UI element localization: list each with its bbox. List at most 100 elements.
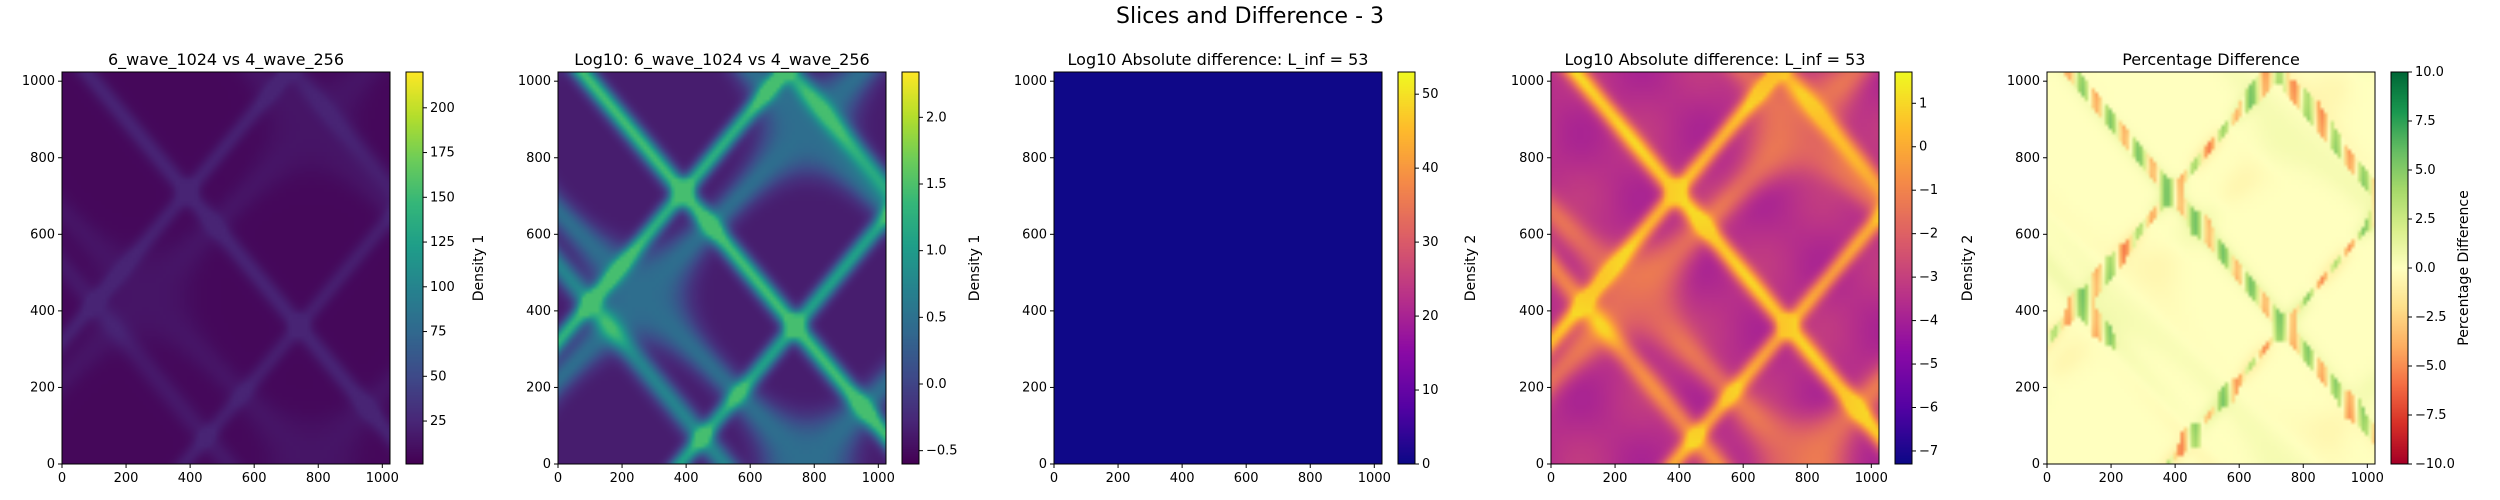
x-tick-label: 600 [738,471,763,486]
x-tick-label: 1000 [2351,471,2384,486]
x-tick-label: 200 [610,471,635,486]
y-tick-label: 200 [1022,380,1047,395]
colorbar-tick-label: 0.0 [926,377,947,392]
y-tick-label: 0 [1039,457,1047,472]
colorbar-tick-label: −2 [1919,227,1938,242]
colorbar-tick-label: 5.0 [2415,163,2436,178]
colorbar-tick-label: 1.5 [926,177,947,192]
x-tick-label: 800 [1795,471,1820,486]
colorbar-label: Density 1 [967,235,983,302]
panel-title: 6_wave_1024 vs 4_wave_256 [108,50,344,70]
y-tick-label: 1000 [518,74,551,89]
colorbar-gradient [2391,72,2408,464]
x-tick-label: 800 [802,471,827,486]
colorbar-tick-label: 50 [430,369,447,384]
colorbar-tick-label: 10.0 [2415,65,2444,80]
heatmap-image [558,72,886,464]
colorbar-tick-label: 25 [430,414,447,429]
y-tick-label: 600 [1519,227,1544,242]
x-tick-label: 0 [1050,471,1058,486]
colorbar-tick-label: −3 [1919,270,1938,285]
colorbar-frame [405,71,424,465]
x-tick-label: 1000 [1358,471,1391,486]
y-tick-label: 1000 [22,74,55,89]
x-tick-label: 600 [242,471,267,486]
chart-panel-5: 0 200 400 600 800 1000 0 200 400 600 800 1000 Percen… [2007,50,2472,486]
y-tick-label: 0 [543,457,551,472]
colorbar-tick-label: −10.0 [2415,457,2455,472]
y-tick-label: 400 [30,304,55,319]
chart-panel-4: 0 200 400 600 800 1000 0 200 400 600 800 1000 Log10 … [1511,50,1976,486]
chart-panel-2: 0 200 400 600 800 1000 0 200 400 600 800 1000 Log10:… [518,50,983,486]
y-tick-label: 200 [526,380,551,395]
x-tick-label: 800 [306,471,331,486]
colorbar-label: Percentage Difference [2456,190,2472,345]
colorbar-tick-label: 2.5 [2415,212,2436,227]
chart-panel-1: 0 200 400 600 800 1000 0 200 400 600 800 1000 6_wave… [22,50,487,486]
x-tick-label: 800 [1298,471,1323,486]
colorbar-tick-label: 2.0 [926,110,947,125]
y-tick-label: 600 [1022,227,1047,242]
heatmap-image [2047,72,2375,464]
colorbar-label: Density 2 [1463,235,1479,302]
colorbar-tick-label: 0 [1422,457,1430,472]
colorbar-tick-label: 0.0 [2415,261,2436,276]
panel-title: Log10 Absolute difference: L_inf = 53 [1565,50,1866,70]
colorbar-tick-label: −5 [1919,357,1938,372]
y-tick-label: 400 [1022,304,1047,319]
colorbar-tick-label: 50 [1422,87,1439,102]
axes-frame [2046,71,2376,465]
y-tick-label: 0 [1536,457,1544,472]
x-tick-label: 600 [1731,471,1756,486]
y-tick-label: 1000 [2007,74,2040,89]
y-tick-label: 400 [526,304,551,319]
y-tick-label: 600 [30,227,55,242]
y-tick-label: 1000 [1014,74,1047,89]
panel-title: Percentage Difference [2122,50,2300,69]
x-tick-label: 800 [2291,471,2316,486]
axes-frame [557,71,887,465]
axes-frame [1550,71,1880,465]
y-tick-label: 800 [1519,151,1544,166]
x-tick-label: 0 [554,471,562,486]
y-tick-label: 600 [2015,227,2040,242]
x-tick-label: 400 [178,471,203,486]
colorbar-tick-label: −7.5 [2415,408,2447,423]
y-tick-label: 800 [526,151,551,166]
heatmap-image [62,72,390,464]
y-tick-label: 800 [30,151,55,166]
y-tick-label: 400 [2015,304,2040,319]
colorbar-frame [1894,71,1913,465]
colorbar-tick-label: −1 [1919,183,1938,198]
colorbar-tick-label: 100 [430,280,455,295]
colorbar-tick-label: −0.5 [926,444,958,459]
chart-panel-3: 0 200 400 600 800 100002004006008001000Log10 … [1014,50,1479,486]
figure-suptitle: Slices and Difference - 3 [1116,4,1384,29]
x-tick-label: 200 [2099,471,2124,486]
x-tick-label: 0 [1547,471,1555,486]
x-tick-label: 0 [2043,471,2051,486]
y-tick-label: 1000 [1511,74,1544,89]
colorbar-tick-label: −5.0 [2415,359,2447,374]
axes-frame [1053,71,1383,465]
colorbar-tick-label: 0.5 [926,310,947,325]
y-tick-label: 800 [1022,151,1047,166]
heatmap-image [1551,72,1879,464]
colorbar-tick-label: 20 [1422,309,1439,324]
colorbar-gradient [406,72,423,464]
colorbar-gradient [902,72,919,464]
colorbar-tick-label: 200 [430,101,455,116]
y-tick-label: 200 [1519,380,1544,395]
colorbar-label: Density 2 [1960,235,1976,302]
colorbar-tick-label: −7 [1919,444,1938,459]
colorbar-tick-label: 0 [1919,140,1927,155]
x-tick-label: 400 [1667,471,1692,486]
x-tick-label: 1000 [1855,471,1888,486]
x-tick-label: 1000 [366,471,399,486]
x-tick-label: 1000 [862,471,895,486]
x-tick-label: 200 [114,471,139,486]
colorbar-tick-label: 10 [1422,383,1439,398]
colorbar-tick-label: −2.5 [2415,310,2447,325]
